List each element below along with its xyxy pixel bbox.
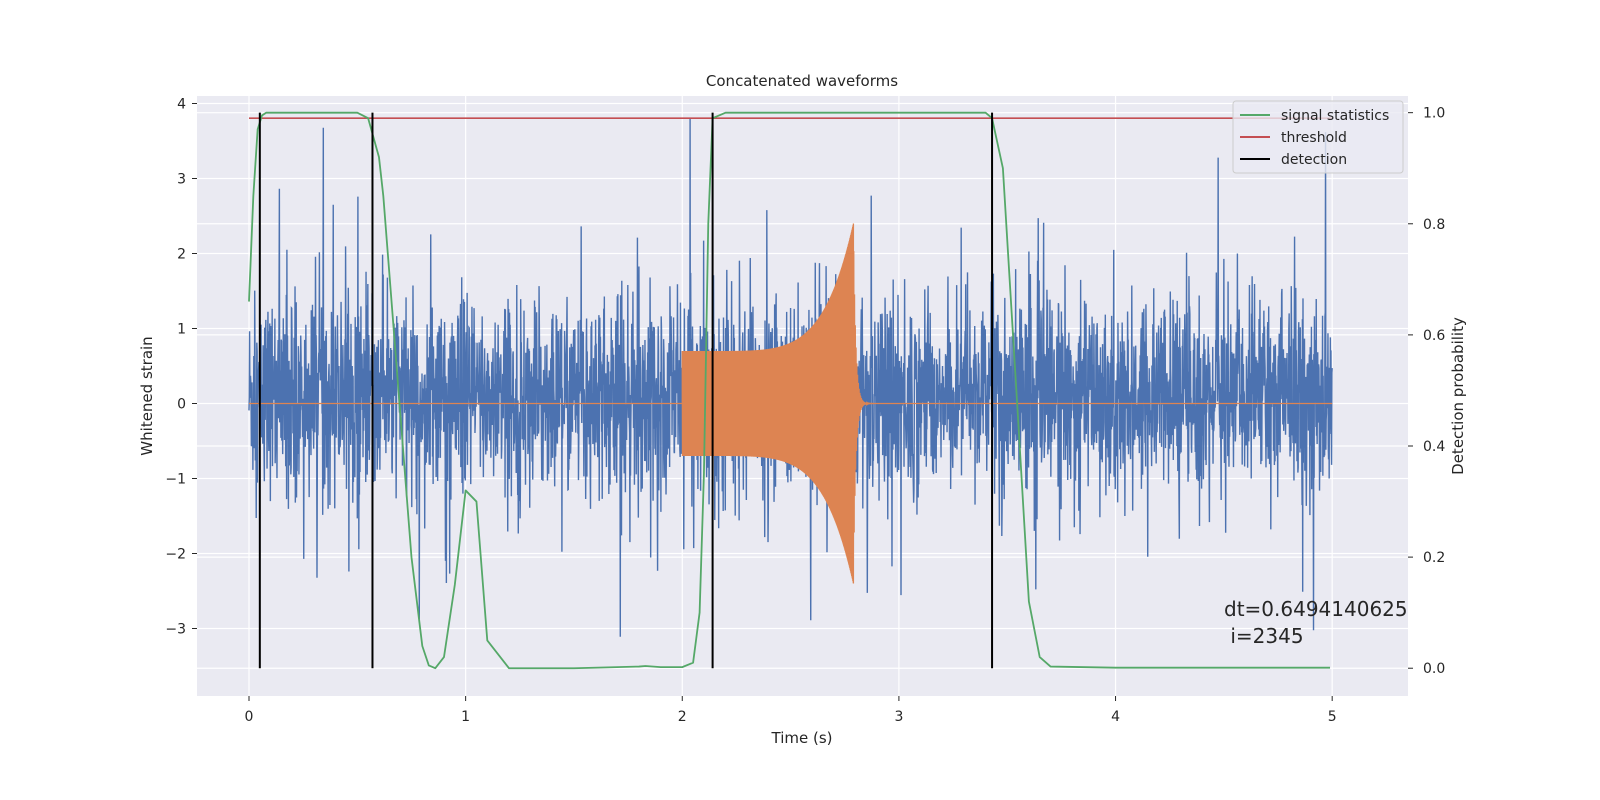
chart-title: Concatenated waveforms: [706, 72, 898, 90]
series-signal-statistics: [248, 111, 1331, 670]
y-tick-label-right: 0.4: [1423, 439, 1445, 455]
y-tick-label-left: −3: [165, 622, 186, 638]
y-tick-label-left: 1: [177, 322, 186, 338]
x-tick-label: 1: [461, 709, 470, 725]
y-tick-label-left: 4: [177, 97, 186, 113]
y-tick-label-right: 0.2: [1423, 550, 1445, 566]
ticks: 0 1 2 3 4 5 −3 −2 −1 0 1 2 3 4 0.0 0.2 0.4 0.6 0.8 1.0: [165, 97, 1445, 726]
y-tick-label-left: 2: [177, 247, 186, 263]
legend-label-signal-statistics: signal statistics: [1281, 108, 1389, 124]
y-tick-label-left: 0: [177, 397, 186, 413]
y-tick-label-left: 3: [177, 172, 186, 188]
annotation: dt=0.6494140625 i=2345: [1224, 597, 1408, 648]
legend-label-detection: detection: [1281, 152, 1347, 168]
y-tick-label-right: 0.8: [1423, 217, 1445, 233]
legend-box: [1232, 100, 1404, 174]
y-tick-label-right: 0.0: [1423, 661, 1445, 677]
legend: signal statistics threshold detection: [1232, 100, 1404, 174]
y-tick-label-left: −1: [165, 472, 186, 488]
y-axis-label-left: Whitened strain: [138, 336, 156, 455]
annotation-dt: dt=0.6494140625: [1224, 597, 1408, 621]
x-tick-label: 5: [1328, 709, 1337, 725]
x-tick-label: 4: [1111, 709, 1120, 725]
x-tick-label: 2: [678, 709, 687, 725]
annotation-i: i=2345: [1224, 624, 1304, 648]
y-axis-label-right: Detection probability: [1449, 317, 1467, 475]
y-tick-label-right: 0.6: [1423, 328, 1445, 344]
y-tick-label-right: 1.0: [1423, 106, 1445, 122]
series-layer: [248, 111, 1333, 670]
x-tick-label: 0: [245, 709, 254, 725]
y-tick-label-left: −2: [165, 547, 186, 563]
series-injected-waveform: [248, 223, 1333, 584]
legend-label-threshold: threshold: [1281, 130, 1347, 146]
x-tick-label: 3: [894, 709, 903, 725]
x-axis-label: Time (s): [771, 729, 833, 747]
series-whitened-strain: [248, 118, 1333, 637]
